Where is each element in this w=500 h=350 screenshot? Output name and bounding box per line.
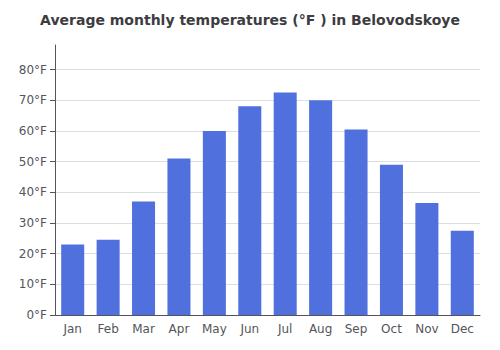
svg-text:Jun: Jun [239,322,259,336]
svg-text:40°F: 40°F [19,185,47,199]
svg-text:Average monthly temperatures (: Average monthly temperatures (°F ) in Be… [40,12,460,28]
svg-text:Dec: Dec [451,322,474,336]
svg-text:Jul: Jul [277,322,292,336]
svg-text:30°F: 30°F [19,216,47,230]
svg-text:Apr: Apr [169,322,190,336]
svg-text:70°F: 70°F [19,93,47,107]
svg-text:80°F: 80°F [19,63,47,77]
svg-text:Jan: Jan [62,322,82,336]
svg-text:May: May [202,322,227,336]
svg-text:0°F: 0°F [26,308,47,322]
svg-text:20°F: 20°F [19,247,47,261]
svg-text:60°F: 60°F [19,124,47,138]
svg-text:Nov: Nov [415,322,438,336]
svg-text:50°F: 50°F [19,155,47,169]
svg-text:Oct: Oct [381,322,402,336]
svg-text:Feb: Feb [98,322,119,336]
svg-text:Sep: Sep [345,322,368,336]
svg-text:10°F: 10°F [19,277,47,291]
svg-text:Aug: Aug [309,322,332,336]
svg-text:Mar: Mar [132,322,155,336]
